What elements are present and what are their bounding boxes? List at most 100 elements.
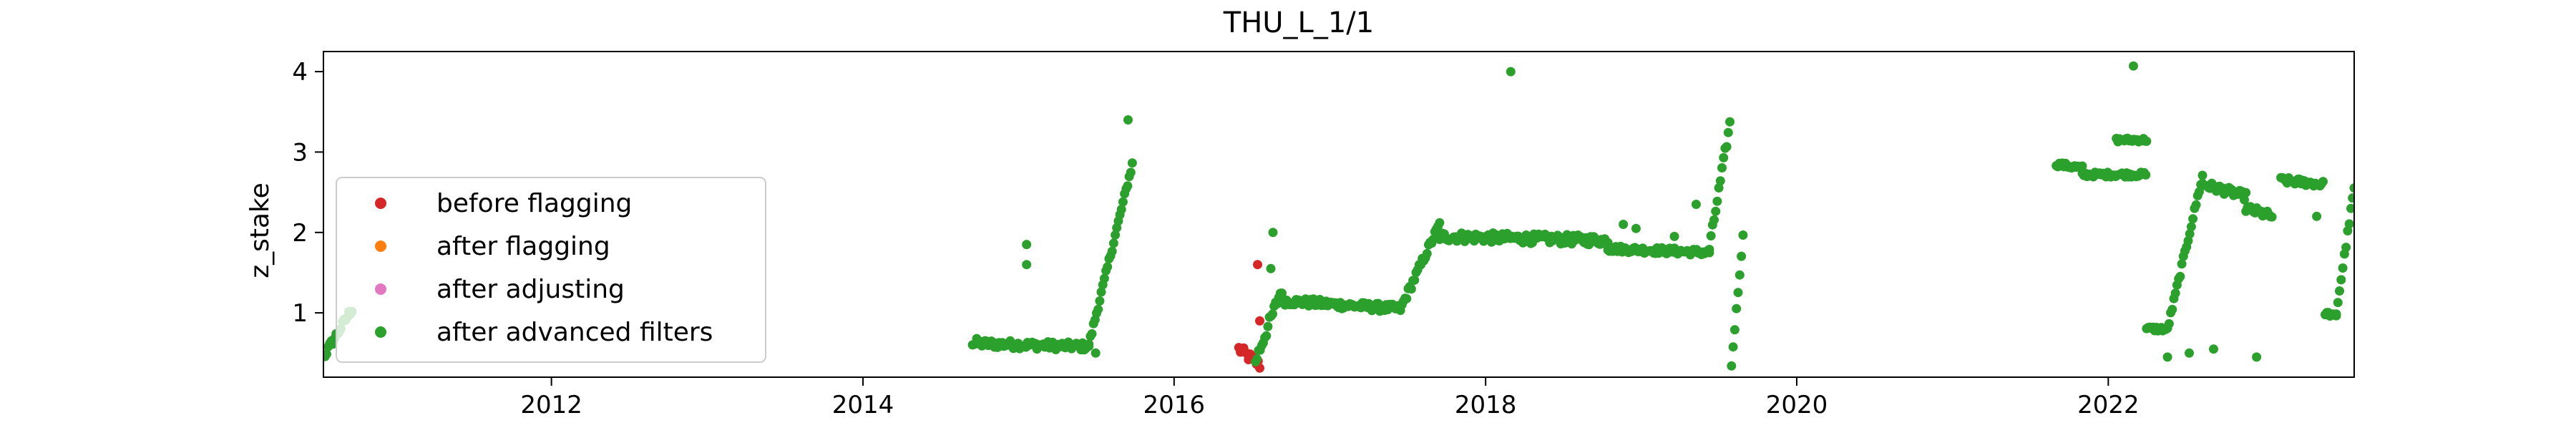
chart-title: THU_L_1/1: [1223, 6, 1374, 39]
series-3: [323, 61, 2354, 371]
legend-label: after advanced filters: [436, 318, 713, 347]
data-point: [1268, 228, 1278, 238]
x-tick-label: 2016: [1143, 391, 1206, 419]
data-point: [1738, 230, 1748, 240]
data-point: [1735, 270, 1745, 280]
y-tick-label: 3: [292, 138, 308, 167]
data-point: [1722, 142, 1732, 152]
data-point: [1255, 316, 1264, 326]
legend-marker: [375, 326, 386, 338]
data-point: [1087, 329, 1097, 339]
data-point: [1091, 348, 1101, 358]
data-point: [2341, 243, 2351, 253]
data-point: [2335, 286, 2344, 296]
data-point: [1714, 183, 1724, 193]
data-point: [1422, 248, 1432, 258]
x-tick-label: 2018: [1455, 391, 1517, 419]
data-point: [2077, 161, 2087, 171]
data-point: [972, 334, 982, 344]
data-point: [2344, 219, 2354, 229]
data-point: [1022, 260, 1032, 270]
data-point: [323, 349, 331, 359]
data-point: [1022, 240, 1032, 250]
data-point: [2177, 259, 2187, 269]
data-point: [1719, 152, 1729, 162]
data-point: [2331, 309, 2341, 319]
data-point: [1107, 246, 1117, 256]
data-point: [1631, 223, 1641, 233]
data-point: [1435, 218, 1445, 228]
data-point: [2185, 348, 2194, 358]
data-point: [1619, 220, 1629, 229]
y-tick-label: 1: [292, 299, 308, 328]
data-point: [1737, 251, 1747, 261]
data-point: [2267, 212, 2277, 222]
data-point: [2170, 288, 2180, 298]
data-point: [1732, 303, 1742, 313]
legend-marker: [375, 240, 386, 252]
data-point: [2336, 275, 2346, 285]
x-tick-label: 2014: [832, 391, 894, 419]
data-point: [2175, 271, 2185, 281]
data-point: [1263, 321, 1273, 331]
data-point: [1084, 341, 1094, 351]
data-point: [1118, 197, 1128, 207]
data-point: [1262, 331, 1272, 341]
legend: before flagging after flagging after adjus…: [336, 177, 766, 363]
data-point: [1095, 296, 1105, 306]
data-point: [2164, 318, 2174, 329]
y-tick-label: 2: [292, 219, 308, 248]
data-point: [1709, 215, 1719, 225]
data-point: [2209, 344, 2218, 354]
data-point: [2186, 222, 2196, 232]
data-point: [1116, 205, 1126, 215]
data-point: [2188, 214, 2198, 224]
y-axis-ticks: 1 2 3 4: [292, 58, 323, 328]
legend-marker: [375, 198, 386, 209]
data-layer: [323, 61, 2354, 373]
data-point: [2252, 352, 2262, 362]
data-point: [2191, 200, 2201, 210]
data-point: [1402, 293, 1412, 303]
data-point: [1712, 196, 1722, 206]
data-point: [2141, 170, 2151, 180]
data-point: [1111, 230, 1121, 240]
data-point: [1717, 163, 1727, 172]
data-point: [2240, 195, 2249, 205]
data-point: [1406, 284, 1416, 294]
data-point: [2195, 187, 2204, 197]
data-point: [2183, 236, 2193, 245]
x-tick-label: 2020: [1766, 391, 1828, 419]
data-point: [2349, 183, 2354, 193]
legend-box: [336, 177, 766, 363]
data-point: [2162, 352, 2172, 362]
data-point: [1099, 273, 1109, 283]
data-point: [2348, 193, 2354, 203]
legend-label: before flagging: [436, 189, 632, 218]
data-point: [2129, 61, 2138, 71]
data-point: [1669, 231, 1679, 241]
data-point: [1733, 288, 1743, 298]
legend-label: after adjusting: [436, 275, 625, 304]
y-tick-label: 4: [292, 58, 308, 87]
data-point: [1706, 231, 1716, 240]
data-point: [1093, 304, 1103, 314]
data-point: [1603, 238, 1613, 248]
x-tick-label: 2022: [2077, 391, 2140, 419]
data-point: [2346, 203, 2354, 213]
data-point: [1108, 238, 1118, 248]
data-point: [2312, 211, 2322, 221]
series-0: [1234, 260, 1264, 373]
data-point: [1704, 245, 1714, 254]
data-point: [2197, 170, 2207, 180]
x-axis-ticks: 2012 2014 2016 2018 2020 2022: [520, 377, 2140, 419]
data-point: [1410, 275, 1420, 285]
data-point: [2185, 229, 2195, 239]
data-point: [2318, 177, 2328, 187]
data-point: [1728, 342, 1738, 352]
data-point: [1715, 176, 1725, 186]
data-point: [1127, 158, 1137, 168]
data-point: [1729, 325, 1740, 335]
data-point: [1727, 361, 1737, 371]
